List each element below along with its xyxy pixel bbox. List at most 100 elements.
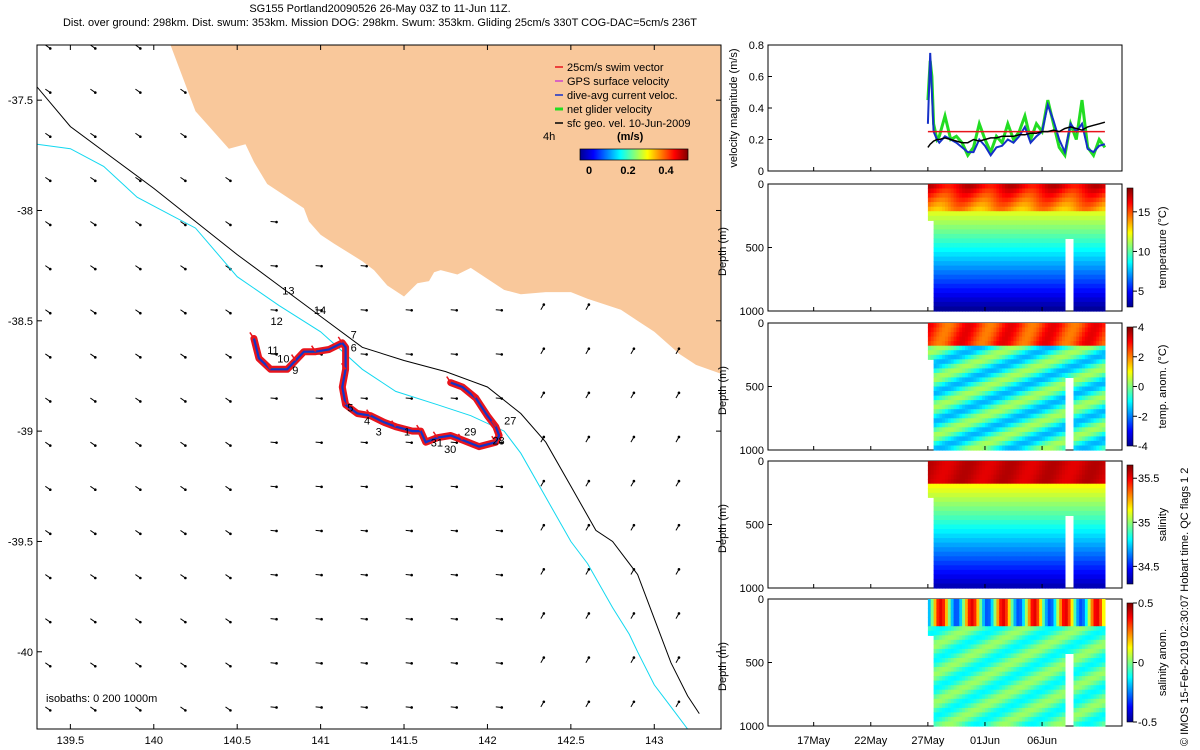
current-arrow-head: [542, 568, 546, 571]
section-cell: [1079, 422, 1083, 428]
section-cell: [1102, 220, 1106, 226]
section-cell: [1084, 422, 1089, 428]
section-cell: [945, 404, 949, 410]
section-cell: [1047, 391, 1052, 397]
section-cell: [1084, 372, 1089, 378]
section-cell: [962, 529, 966, 535]
section-cell: [1016, 332, 1020, 338]
section-cell: [993, 574, 997, 580]
section-cell: [1096, 323, 1100, 329]
section-cell: [933, 418, 938, 424]
waypoint-label: 7: [351, 329, 357, 341]
section-cell: [1079, 404, 1083, 410]
section-cell: [973, 233, 977, 239]
section-cell: [1019, 202, 1023, 208]
current-arrow-head: [48, 311, 52, 315]
section-cell: [993, 184, 997, 190]
section-cell: [936, 354, 940, 360]
section-cell: [1019, 224, 1023, 230]
section-cell: [1010, 350, 1015, 356]
section-cell: [976, 243, 980, 249]
section-cell: [1022, 220, 1026, 226]
section-cell: [1022, 332, 1026, 338]
section-cell: [1036, 377, 1040, 383]
section-cell: [1079, 332, 1083, 338]
section-cell: [936, 542, 940, 548]
section-cell: [1039, 431, 1043, 437]
section-cell: [953, 515, 958, 521]
section-cell: [985, 395, 989, 401]
section-cell: [1079, 372, 1083, 378]
section-cell: [1027, 436, 1032, 442]
section-cell: [1076, 323, 1080, 329]
section-cell: [1082, 261, 1086, 267]
section-cell: [959, 193, 963, 199]
section-cell: [965, 515, 969, 521]
section-cell: [973, 382, 977, 388]
section-cell: [1087, 220, 1092, 226]
section-cell: [953, 220, 958, 226]
section-cell: [1013, 265, 1017, 271]
section-cell: [1073, 238, 1077, 244]
section-cell: [933, 488, 938, 494]
section-cell: [999, 279, 1003, 285]
section-cell: [1053, 336, 1057, 342]
section-cell: [947, 529, 952, 535]
section-cell: [1039, 354, 1043, 360]
section-cell: [1087, 345, 1092, 351]
section-cell: [936, 524, 940, 530]
section-cell: [976, 215, 980, 221]
section-cell: [965, 288, 969, 294]
section-cell: [965, 188, 969, 194]
section-cell: [999, 274, 1003, 280]
section-cell: [1005, 345, 1009, 351]
section-cell: [1016, 238, 1020, 244]
section-cell: [945, 382, 949, 388]
section-cell: [1093, 395, 1097, 401]
section-cell: [947, 409, 952, 415]
waypoint-label: 14: [314, 305, 326, 317]
section-cell: [976, 238, 980, 244]
section-cell: [1010, 413, 1015, 419]
section-cell: [967, 418, 972, 424]
section-cell: [990, 461, 995, 467]
section-cell: [1033, 391, 1037, 397]
section-cell: [962, 256, 966, 262]
section-cell: [956, 270, 960, 276]
section-cell: [953, 418, 958, 424]
section-cell: [927, 350, 932, 356]
section-cell: [1073, 404, 1077, 410]
section-cell: [970, 345, 975, 351]
section-cell: [1016, 297, 1020, 303]
section-cell: [1047, 184, 1052, 190]
section-cell: [962, 193, 966, 199]
section-cell: [1062, 188, 1066, 194]
section-cell: [1013, 233, 1017, 239]
legend-entry: sfc geo. vel. 10-Jun-2009: [555, 118, 691, 130]
section-cell: [1102, 418, 1106, 424]
section-cell: [965, 238, 969, 244]
section-cell: [1062, 350, 1066, 356]
section-cell: [985, 377, 989, 383]
section-cell: [1044, 391, 1049, 397]
section-cell: [930, 336, 935, 342]
section-cell: [1073, 440, 1077, 446]
section-cell: [1059, 341, 1063, 347]
section-cell: [999, 427, 1003, 433]
section-cell: [1056, 202, 1060, 208]
section-cell: [1010, 386, 1015, 392]
section-cell: [1084, 440, 1089, 446]
current-arrow-head: [320, 264, 323, 268]
section-cell: [1013, 261, 1017, 267]
section-cell: [1013, 274, 1017, 280]
section-cell: [1013, 306, 1017, 312]
section-cell: [985, 306, 989, 312]
section-cell: [999, 556, 1003, 562]
section-cell: [1099, 400, 1103, 406]
section-cell: [962, 188, 966, 194]
section-cell: [947, 372, 952, 378]
section-cell: [953, 301, 958, 307]
section-cell: [987, 229, 992, 235]
section-cell: [939, 220, 943, 226]
section-cell: [1099, 188, 1103, 194]
